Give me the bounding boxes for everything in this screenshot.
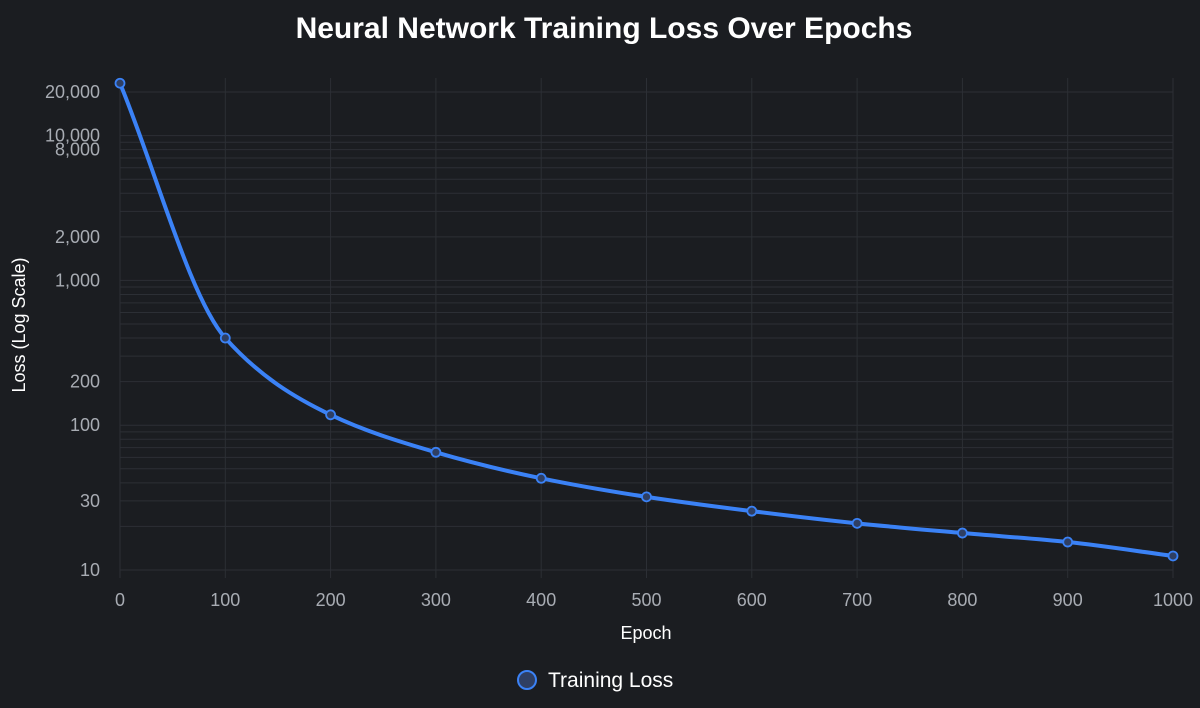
data-point[interactable] xyxy=(641,491,652,503)
data-point[interactable] xyxy=(851,517,863,529)
x-tick-label: 400 xyxy=(526,590,556,610)
y-tick-label: 10,000 xyxy=(45,126,100,146)
data-point[interactable] xyxy=(219,332,231,344)
x-tick-label: 500 xyxy=(631,590,661,610)
x-tick-label: 600 xyxy=(737,590,767,610)
x-tick-label: 200 xyxy=(316,590,346,610)
x-tick-label: 800 xyxy=(947,590,977,610)
chart-title: Neural Network Training Loss Over Epochs xyxy=(296,12,913,45)
y-tick-label: 1,000 xyxy=(55,270,100,290)
data-point[interactable] xyxy=(957,527,968,539)
y-tick-label: 2,000 xyxy=(55,227,100,247)
grid-lines xyxy=(119,78,1174,578)
x-tick-label: 900 xyxy=(1053,590,1083,610)
x-axis-title: Epoch xyxy=(620,623,671,643)
x-tick-label: 0 xyxy=(115,590,125,610)
data-point[interactable] xyxy=(114,77,126,89)
data-point[interactable] xyxy=(325,409,337,421)
y-tick-label: 10 xyxy=(80,560,100,580)
y-axis-title: Loss (Log Scale) xyxy=(9,257,29,392)
series-training-loss xyxy=(114,77,1179,562)
legend-marker xyxy=(517,670,537,690)
y-tick-label: 20,000 xyxy=(45,82,100,102)
y-tick-label: 200 xyxy=(70,372,100,392)
y-tick-label: 30 xyxy=(80,491,100,511)
x-tick-label: 300 xyxy=(421,590,451,610)
series-line-training-loss xyxy=(118,81,1175,558)
x-tick-label: 700 xyxy=(842,590,872,610)
y-tick-label: 100 xyxy=(70,415,100,435)
data-point[interactable] xyxy=(1062,536,1074,548)
x-tick-label: 1000 xyxy=(1153,590,1193,610)
data-point[interactable] xyxy=(746,505,758,517)
data-point[interactable] xyxy=(1167,550,1179,562)
x-tick-label: 100 xyxy=(210,590,240,610)
data-point[interactable] xyxy=(535,472,547,484)
y-tick-label: 8,000 xyxy=(55,140,100,160)
x-axis-ticks: 0 100 200 300 400 500 600 700 800 900 1000 xyxy=(115,590,1193,610)
legend-label-training-loss: Training Loss xyxy=(548,669,673,692)
data-point[interactable] xyxy=(430,446,442,458)
legend[interactable]: Training Loss xyxy=(517,669,673,692)
